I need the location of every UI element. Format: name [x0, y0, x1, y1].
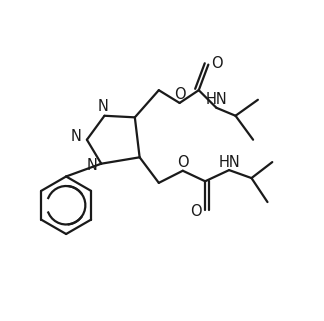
Text: O: O	[190, 204, 202, 219]
Text: HN: HN	[218, 155, 240, 169]
Text: O: O	[211, 56, 223, 71]
Text: N: N	[86, 158, 97, 173]
Text: O: O	[174, 88, 185, 102]
Text: O: O	[177, 155, 189, 170]
Text: N: N	[70, 129, 81, 144]
Text: N: N	[98, 99, 108, 114]
Text: HN: HN	[205, 92, 227, 107]
